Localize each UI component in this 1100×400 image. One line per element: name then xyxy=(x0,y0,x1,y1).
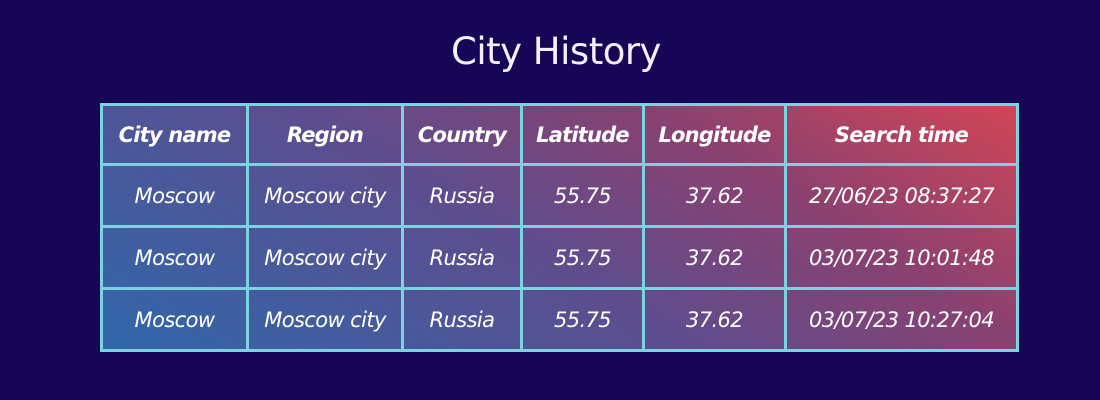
cell-longitude: 37.62 xyxy=(642,287,787,352)
cell-region: Moscow city xyxy=(246,163,404,228)
city-history-table: City name Region Country Latitude Longit… xyxy=(100,103,1019,352)
column-header-latitude: Latitude xyxy=(520,103,645,166)
column-header-longitude: Longitude xyxy=(642,103,787,166)
cell-region: Moscow city xyxy=(246,287,404,352)
cell-region: Moscow city xyxy=(246,225,404,290)
cell-country: Russia xyxy=(401,163,523,228)
cell-longitude: 37.62 xyxy=(642,163,787,228)
cell-city-name: Moscow xyxy=(100,163,249,228)
cell-latitude: 55.75 xyxy=(520,287,645,352)
city-history-table-container: City name Region Country Latitude Longit… xyxy=(100,103,1019,352)
cell-country: Russia xyxy=(401,287,523,352)
cell-search-time: 03/07/23 10:27:04 xyxy=(784,287,1019,352)
column-header-region: Region xyxy=(246,103,404,166)
column-header-search-time: Search time xyxy=(784,103,1019,166)
cell-city-name: Moscow xyxy=(100,225,249,290)
cell-longitude: 37.62 xyxy=(642,225,787,290)
cell-search-time: 27/06/23 08:37:27 xyxy=(784,163,1019,228)
table-row: Moscow Moscow city Russia 55.75 37.62 03… xyxy=(100,225,1019,290)
cell-latitude: 55.75 xyxy=(520,163,645,228)
table-row: Moscow Moscow city Russia 55.75 37.62 03… xyxy=(100,287,1019,352)
page-title: City History xyxy=(451,30,661,73)
column-header-city-name: City name xyxy=(100,103,249,166)
table-row: Moscow Moscow city Russia 55.75 37.62 27… xyxy=(100,163,1019,228)
column-header-country: Country xyxy=(401,103,523,166)
table-header-row: City name Region Country Latitude Longit… xyxy=(100,103,1019,166)
cell-latitude: 55.75 xyxy=(520,225,645,290)
cell-search-time: 03/07/23 10:01:48 xyxy=(784,225,1019,290)
cell-city-name: Moscow xyxy=(100,287,249,352)
cell-country: Russia xyxy=(401,225,523,290)
